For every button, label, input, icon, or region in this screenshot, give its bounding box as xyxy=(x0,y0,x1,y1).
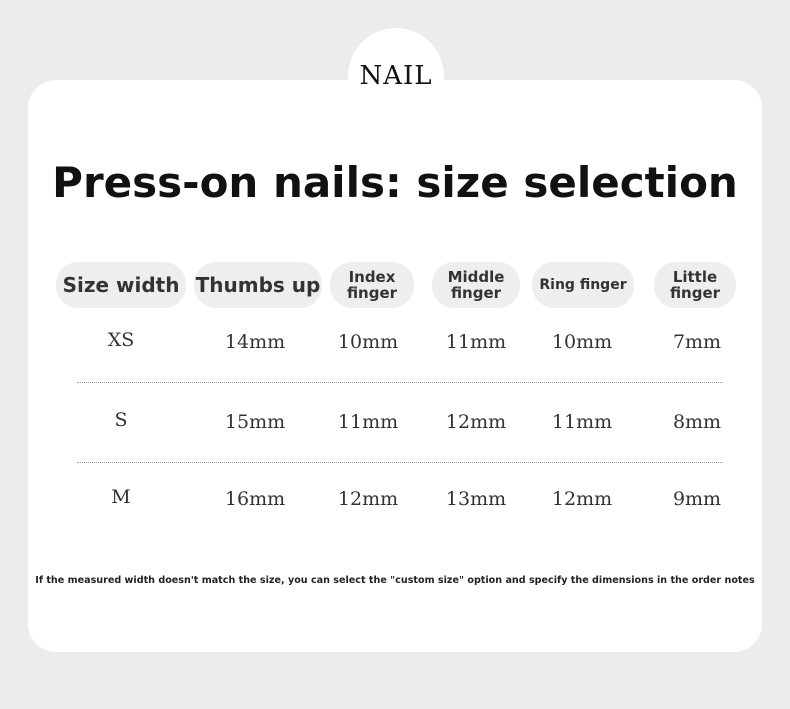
row-divider xyxy=(77,382,723,383)
size-value: 11mm xyxy=(337,411,399,433)
page-title: Press-on nails: size selection xyxy=(52,158,738,207)
size-value: 12mm xyxy=(551,488,613,510)
size-value: 16mm xyxy=(224,488,286,510)
nail-badge: NAIL xyxy=(348,28,444,124)
footnote: If the measured width doesn't match the … xyxy=(35,575,755,586)
size-value: 9mm xyxy=(672,488,722,510)
header-thumb: Thumbs up xyxy=(194,262,322,308)
size-value: 7mm xyxy=(672,331,722,353)
header-size-width: Size width xyxy=(56,262,186,308)
size-value: 10mm xyxy=(337,331,399,353)
size-card xyxy=(28,80,762,652)
size-value: 12mm xyxy=(337,488,399,510)
size-label: M xyxy=(111,486,131,508)
header-middle: Middle finger xyxy=(432,262,520,308)
size-value: 8mm xyxy=(672,411,722,433)
row-divider xyxy=(77,462,723,463)
header-index: Index finger xyxy=(330,262,414,308)
size-value: 10mm xyxy=(551,331,613,353)
size-value: 13mm xyxy=(445,488,507,510)
size-label: S xyxy=(114,409,128,431)
size-value: 12mm xyxy=(445,411,507,433)
size-value: 11mm xyxy=(551,411,613,433)
size-value: 14mm xyxy=(224,331,286,353)
header-little: Little finger xyxy=(654,262,736,308)
size-value: 11mm xyxy=(445,331,507,353)
header-ring: Ring finger xyxy=(532,262,634,308)
size-value: 15mm xyxy=(224,411,286,433)
size-label: XS xyxy=(107,329,135,351)
